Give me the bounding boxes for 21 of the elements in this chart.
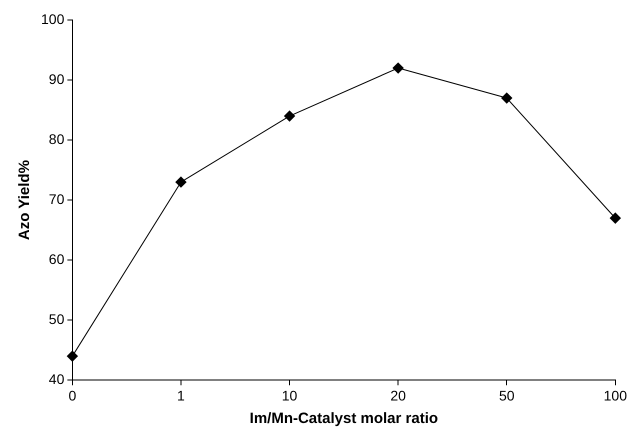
x-tick-label: 20 bbox=[390, 387, 406, 404]
x-tick-label: 100 bbox=[604, 387, 628, 404]
point bbox=[284, 110, 296, 122]
point bbox=[175, 176, 186, 188]
y-tick-label: 40 bbox=[48, 371, 65, 388]
y-axis-title: Azo Yield% bbox=[16, 160, 34, 240]
y-tick-label: 80 bbox=[48, 130, 65, 147]
x-tick-label: 50 bbox=[498, 387, 515, 404]
point bbox=[66, 350, 78, 362]
point bbox=[501, 92, 512, 104]
x-tick-label: 0 bbox=[68, 387, 76, 404]
x-tick-label: 10 bbox=[282, 387, 298, 404]
point bbox=[392, 62, 404, 74]
y-tick-label: 70 bbox=[48, 190, 65, 207]
y-tick-label: 90 bbox=[48, 70, 65, 87]
point bbox=[610, 212, 621, 224]
y-tick-label: 100 bbox=[41, 10, 65, 27]
x-tick-label: 1 bbox=[177, 387, 186, 404]
y-tick-label: 50 bbox=[48, 311, 65, 328]
x-axis-title: Im/Mn-Catalyst molar ratio bbox=[250, 410, 438, 428]
y-tick-label: 60 bbox=[48, 250, 65, 267]
